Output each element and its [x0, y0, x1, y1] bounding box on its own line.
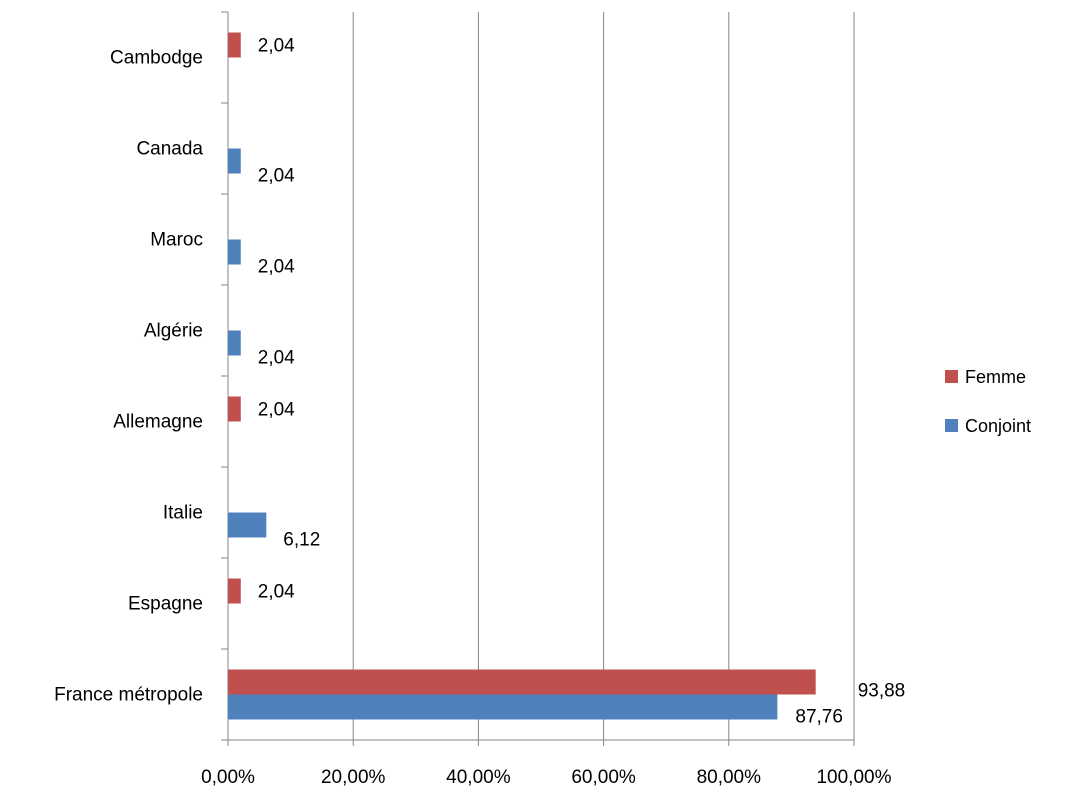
- category-label: Canada: [136, 139, 203, 160]
- data-label: 2,04: [258, 348, 295, 369]
- data-label: 6,12: [283, 530, 320, 551]
- x-tick-label: 20,00%: [321, 767, 386, 788]
- bar-femme: [228, 669, 816, 695]
- x-tick-label: 40,00%: [446, 767, 511, 788]
- legend-label: Conjoint: [965, 416, 1031, 436]
- data-label: 2,04: [258, 36, 295, 57]
- bar-conjoint: [228, 239, 241, 265]
- data-label: 2,04: [258, 582, 295, 603]
- x-tick-label: 60,00%: [571, 767, 636, 788]
- category-label: Algérie: [144, 321, 203, 342]
- x-tick-label: 100,00%: [816, 767, 891, 788]
- category-label: France métropole: [54, 685, 203, 706]
- bar-femme: [228, 32, 241, 58]
- bar-femme: [228, 578, 241, 604]
- legend-swatch: [945, 419, 958, 432]
- bar-conjoint: [228, 148, 241, 174]
- category-label: Cambodge: [110, 48, 203, 69]
- data-label: 87,76: [795, 707, 843, 728]
- data-labels: 93,88 87,76 2,04 6,12 2,04 2,04 2,04 2,04 2,04: [258, 36, 905, 728]
- category-label: Italie: [163, 503, 203, 524]
- bar-femme: [228, 396, 241, 422]
- axes: 0,00% 20,00% 40,00% 60,00% 80,00% 100,00% Fran…: [54, 11, 892, 788]
- bar-conjoint: [228, 694, 778, 720]
- x-tick-label: 80,00%: [697, 767, 762, 788]
- legend-label: Femme: [965, 367, 1026, 387]
- data-label: 2,04: [258, 257, 295, 278]
- category-label: Espagne: [128, 594, 203, 615]
- bar-conjoint: [228, 512, 267, 538]
- category-label: Maroc: [150, 230, 203, 251]
- bars: [228, 32, 816, 720]
- bar-conjoint: [228, 330, 241, 356]
- gridlines: [352, 12, 855, 740]
- data-label: 2,04: [258, 166, 295, 187]
- x-tick-label: 0,00%: [201, 767, 255, 788]
- category-label: Allemagne: [113, 412, 203, 433]
- legend: Femme Conjoint: [945, 367, 1031, 436]
- data-label: 93,88: [858, 681, 906, 702]
- legend-swatch: [945, 370, 958, 383]
- data-label: 2,04: [258, 400, 295, 421]
